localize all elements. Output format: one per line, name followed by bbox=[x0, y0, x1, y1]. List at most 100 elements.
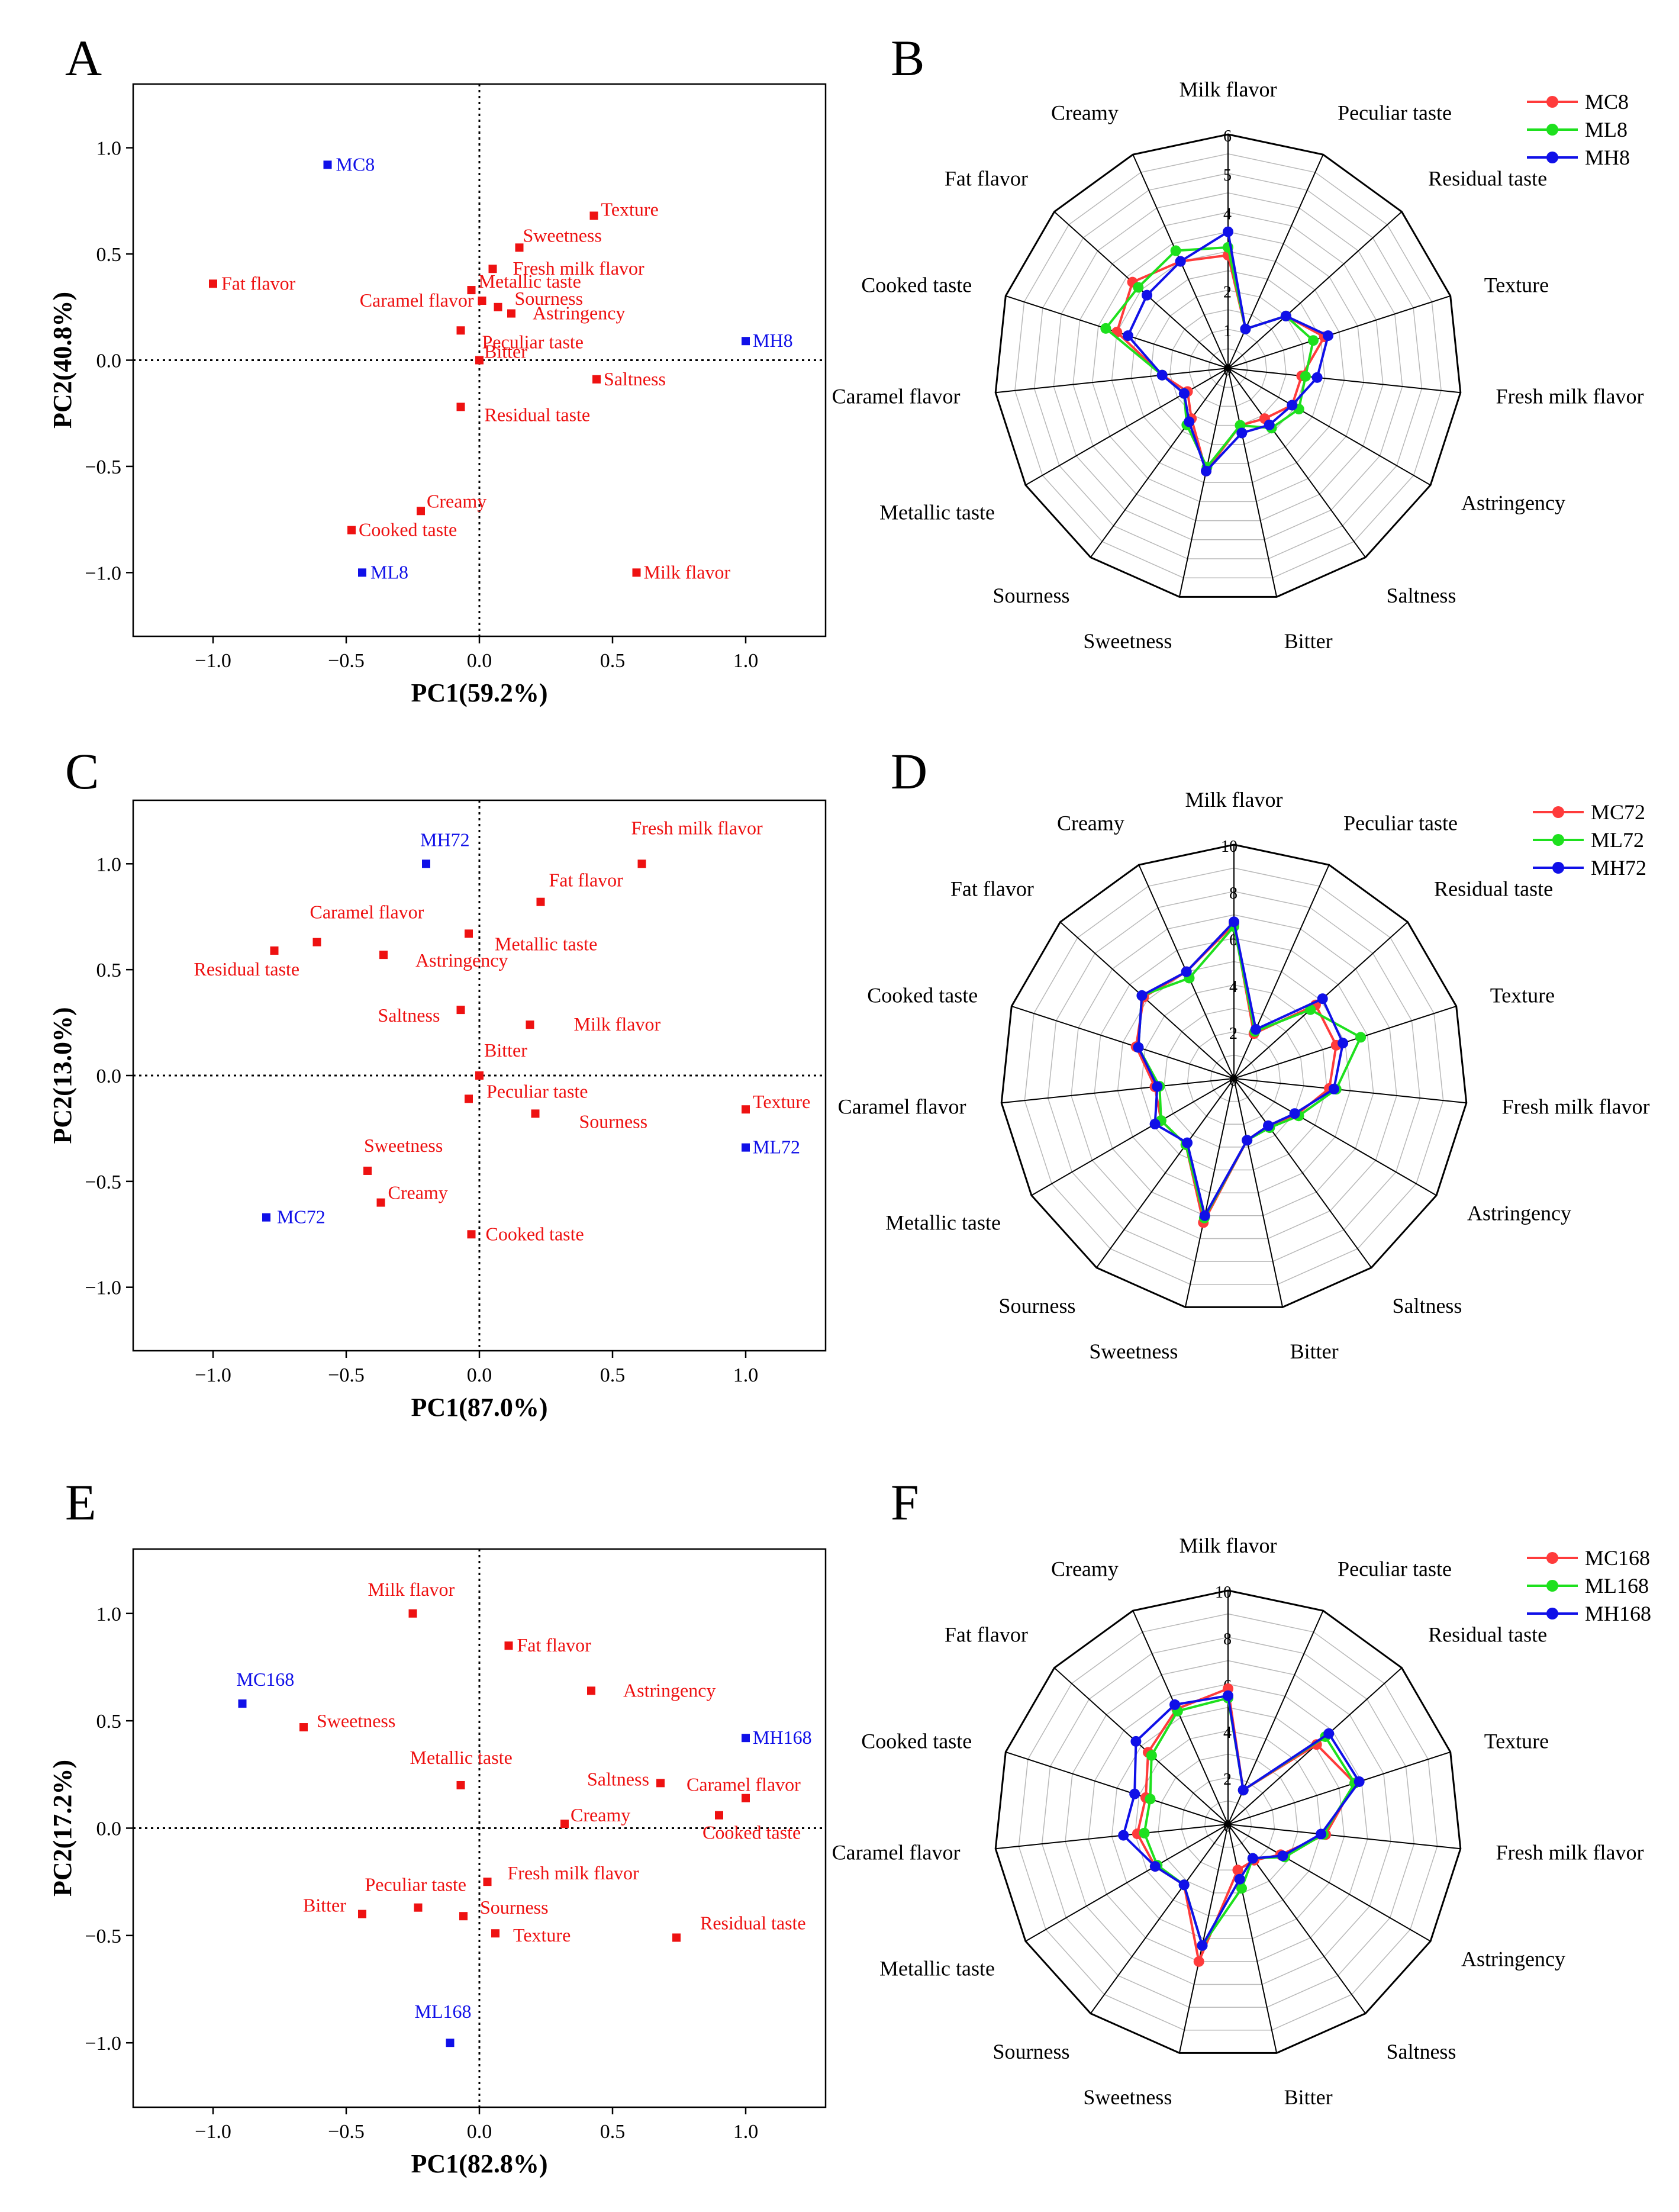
x-tick-label: 0.0 bbox=[467, 1364, 492, 1386]
radar-grid-ring bbox=[1092, 231, 1364, 503]
series-point-mh168 bbox=[1247, 1853, 1258, 1864]
radar-spoke bbox=[1096, 1078, 1235, 1268]
radar-grid-ring bbox=[1072, 211, 1384, 521]
attribute-label-astringency: Astringency bbox=[623, 1679, 716, 1701]
y-tick-label: 0.0 bbox=[96, 1065, 122, 1087]
series-point-mh8 bbox=[1236, 427, 1248, 439]
radar-axis-label-metallic-taste: Metallic taste bbox=[879, 501, 995, 524]
radar-grid-ring bbox=[1204, 1800, 1252, 1848]
attribute-label-bitter: Bitter bbox=[303, 1895, 346, 1916]
series-point-mh72 bbox=[1289, 1108, 1300, 1119]
radar-axis-label-caramel-flavor: Caramel flavor bbox=[832, 385, 961, 408]
radar-tick-label: 1 bbox=[1223, 322, 1232, 340]
scatter-chart-e: −1.0 −0.5 0.0 0.5 1.0 1.0 0.5 0.0 −0.5 −1.0 PC1(82… bbox=[48, 1548, 827, 2178]
radar-grid-ring bbox=[1210, 1054, 1258, 1102]
attribute-label-sourness: Sourness bbox=[480, 1897, 549, 1918]
radar-spoke bbox=[1132, 1610, 1229, 1825]
radar-spoke bbox=[1090, 368, 1229, 558]
radar-axis-label-creamy: Creamy bbox=[1051, 101, 1119, 124]
attribute-point-bitter bbox=[358, 1910, 366, 1918]
attribute-point-metallic-taste bbox=[465, 929, 473, 938]
attribute-label-cooked-taste: Cooked taste bbox=[486, 1223, 584, 1244]
radar-grid-ring bbox=[1111, 250, 1345, 483]
attribute-label-sweetness: Sweetness bbox=[523, 224, 602, 246]
radar-tick-label: 8 bbox=[1223, 1630, 1232, 1648]
x-tick-label: −0.5 bbox=[328, 2121, 365, 2143]
attribute-point-texture bbox=[589, 211, 598, 220]
series-point-mh168 bbox=[1238, 1785, 1249, 1796]
attribute-point-creamy bbox=[560, 1820, 569, 1828]
attribute-point-peculiar-taste bbox=[414, 1903, 423, 1912]
radar-axis-label-saltness: Saltness bbox=[1386, 2040, 1456, 2063]
series-point-mh8 bbox=[1201, 465, 1212, 476]
attribute-point-caramel-flavor bbox=[312, 938, 321, 946]
attribute-point-caramel-flavor bbox=[742, 1794, 750, 1802]
radar-tick-label: 0 bbox=[1229, 1071, 1238, 1090]
legend-marker-mc72 bbox=[1552, 806, 1564, 818]
radar-grid-ring bbox=[1208, 348, 1248, 388]
x-tick-label: −1.0 bbox=[195, 650, 231, 672]
y-tick-label: 0.5 bbox=[96, 244, 122, 266]
x-tick-label: −1.0 bbox=[195, 1364, 231, 1386]
radar-axis-label-residual-taste: Residual taste bbox=[1428, 167, 1547, 191]
attribute-label-fat-flavor: Fat flavor bbox=[517, 1634, 592, 1656]
radar-axis-label-creamy: Creamy bbox=[1057, 811, 1124, 835]
x-tick-label: 0.5 bbox=[600, 650, 626, 672]
series-line-ml72 bbox=[1137, 923, 1362, 1222]
legend-marker-mh72 bbox=[1552, 862, 1564, 874]
sample-point-mh8 bbox=[742, 337, 750, 346]
radar-tick-label: 4 bbox=[1223, 205, 1232, 224]
radar-spoke bbox=[1227, 1824, 1431, 1942]
legend-marker-mc168 bbox=[1546, 1552, 1558, 1564]
series-point-mh72 bbox=[1317, 993, 1328, 1004]
sample-label-mc8: MC8 bbox=[336, 153, 375, 175]
radar-grid-ring bbox=[1111, 1707, 1345, 1939]
radar-spoke bbox=[1025, 368, 1229, 486]
series-point-mh8 bbox=[1311, 372, 1323, 383]
attribute-label-texture: Texture bbox=[513, 1924, 571, 1946]
radar-axis-label-fat-flavor: Fat flavor bbox=[945, 167, 1028, 191]
attribute-label-metallic-taste: Metallic taste bbox=[479, 271, 581, 292]
series-point-ml168 bbox=[1146, 1750, 1157, 1761]
radar-spoke bbox=[1178, 368, 1229, 597]
attribute-point-peculiar-taste bbox=[465, 1094, 473, 1103]
attribute-point-caramel-flavor bbox=[478, 297, 486, 305]
attribute-label-saltness: Saltness bbox=[378, 1004, 440, 1026]
radar-outer-ring bbox=[994, 1589, 1462, 2054]
series-point-mh168 bbox=[1149, 1861, 1161, 1872]
radar-tick-label: 4 bbox=[1229, 978, 1238, 996]
legend-marker-mc8 bbox=[1546, 96, 1558, 108]
attribute-point-bitter bbox=[475, 1071, 484, 1080]
attribute-label-peculiar-taste: Peculiar taste bbox=[365, 1874, 466, 1895]
sample-label-ml72: ML72 bbox=[753, 1136, 800, 1158]
attribute-label-caramel-flavor: Caramel flavor bbox=[360, 289, 474, 311]
attribute-label-texture: Texture bbox=[753, 1091, 810, 1112]
attribute-label-caramel-flavor: Caramel flavor bbox=[310, 901, 424, 923]
attribute-point-metallic-taste bbox=[467, 286, 476, 295]
attribute-point-milk-flavor bbox=[526, 1020, 534, 1029]
sample-label-ml8: ML8 bbox=[370, 561, 408, 582]
attribute-label-milk-flavor: Milk flavor bbox=[644, 561, 731, 582]
legend-marker-ml8 bbox=[1546, 124, 1558, 136]
radar-grid-ring bbox=[1033, 173, 1423, 559]
attribute-point-fresh-milk-flavor bbox=[637, 859, 646, 868]
attribute-point-texture bbox=[491, 1929, 499, 1938]
radar-spoke bbox=[995, 1824, 1229, 1850]
series-point-mh8 bbox=[1223, 226, 1233, 237]
radar-spoke bbox=[1227, 295, 1451, 369]
series-point-mh168 bbox=[1197, 1940, 1208, 1951]
radar-spoke bbox=[1227, 1824, 1278, 2053]
attribute-point-sourness bbox=[494, 302, 502, 311]
series-point-ml168 bbox=[1139, 1827, 1150, 1838]
series-point-mh168 bbox=[1234, 1873, 1245, 1885]
attribute-point-saltness bbox=[656, 1779, 665, 1788]
y-tick-label: 0.0 bbox=[96, 350, 122, 372]
panel-letter-c: C bbox=[65, 743, 99, 800]
legend-marker-ml72 bbox=[1552, 834, 1564, 846]
series-point-mh168 bbox=[1316, 1828, 1327, 1840]
sample-point-ml168 bbox=[446, 2039, 455, 2047]
series-point-ml72 bbox=[1305, 1004, 1316, 1015]
panel-letter-a: A bbox=[65, 30, 102, 86]
attribute-point-creamy bbox=[376, 1198, 385, 1207]
series-line-mc168 bbox=[1136, 1687, 1356, 1966]
